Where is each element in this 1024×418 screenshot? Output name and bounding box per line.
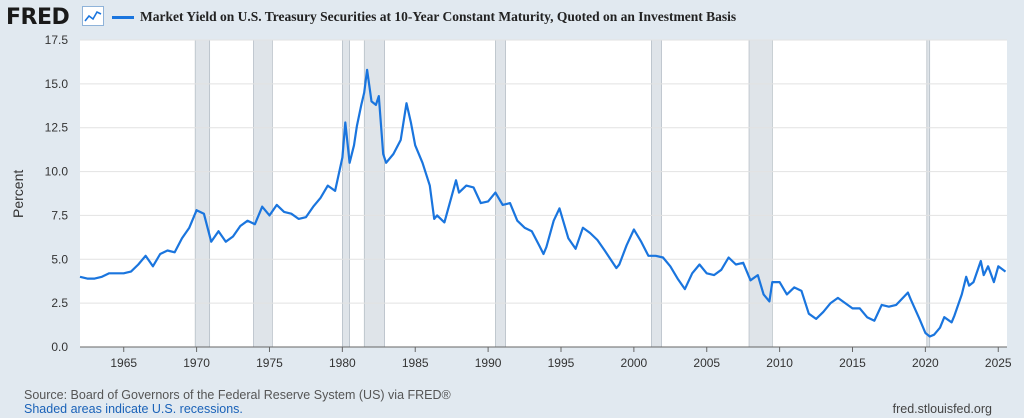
site-link[interactable]: fred.stlouisfed.org bbox=[892, 402, 992, 416]
y-tick-label: 15.0 bbox=[45, 77, 69, 91]
recession-band bbox=[363, 39, 385, 348]
x-tick-label: 2020 bbox=[912, 356, 939, 370]
y-axis-label: Percent bbox=[10, 169, 26, 218]
x-tick-label: 2025 bbox=[985, 356, 1012, 370]
plot-background bbox=[80, 40, 1007, 347]
x-tick-label: 2005 bbox=[693, 356, 720, 370]
chart-plot[interactable]: 0.0 2.5 5.0 7.5 10.0 12.5 15.0 17.5 1965 1970 197… bbox=[0, 0, 1024, 380]
x-tick-label: 1980 bbox=[329, 356, 356, 370]
y-tick-label: 7.5 bbox=[51, 208, 68, 222]
recession-band bbox=[253, 39, 273, 348]
y-tick-label: 0.0 bbox=[51, 340, 68, 354]
x-tick-label: 1965 bbox=[110, 356, 137, 370]
x-tick-label: 2010 bbox=[766, 356, 793, 370]
x-tick-label: 1995 bbox=[548, 356, 575, 370]
recession-band bbox=[194, 39, 211, 348]
x-tick-label: 1975 bbox=[256, 356, 283, 370]
recession-band bbox=[342, 39, 350, 348]
y-tick-label: 12.5 bbox=[45, 121, 69, 135]
recessions-note[interactable]: Shaded areas indicate U.S. recessions. bbox=[24, 402, 243, 416]
line-chart-icon bbox=[82, 6, 104, 26]
x-tick-label: 1985 bbox=[402, 356, 429, 370]
legend-series-swatch bbox=[112, 16, 134, 19]
series-layer bbox=[79, 68, 1007, 338]
x-axis-ticks: 1965 1970 1975 1980 1985 1990 1995 2000 2005 2010… bbox=[110, 347, 1012, 370]
x-tick-label: 2000 bbox=[621, 356, 648, 370]
plot-area bbox=[80, 40, 1007, 347]
chart-header: FRED Market Yield on U.S. Treasury Secur… bbox=[0, 0, 1024, 34]
fred-logo[interactable]: FRED bbox=[6, 5, 70, 30]
y-tick-label: 17.5 bbox=[45, 33, 69, 47]
series-line[interactable] bbox=[79, 68, 1007, 338]
x-tick-label: 1990 bbox=[475, 356, 502, 370]
y-axis-ticks: 0.0 2.5 5.0 7.5 10.0 12.5 15.0 17.5 bbox=[45, 33, 69, 354]
y-tick-label: 5.0 bbox=[51, 252, 68, 266]
recession-band bbox=[651, 39, 662, 348]
y-tick-label: 2.5 bbox=[51, 296, 68, 310]
y-tick-label: 10.0 bbox=[45, 165, 69, 179]
x-tick-label: 1970 bbox=[183, 356, 210, 370]
chart-title: Market Yield on U.S. Treasury Securities… bbox=[140, 9, 737, 24]
x-tick-label: 2015 bbox=[839, 356, 866, 370]
source-note: Source: Board of Governors of the Federa… bbox=[24, 388, 451, 402]
recession-band bbox=[926, 39, 931, 348]
